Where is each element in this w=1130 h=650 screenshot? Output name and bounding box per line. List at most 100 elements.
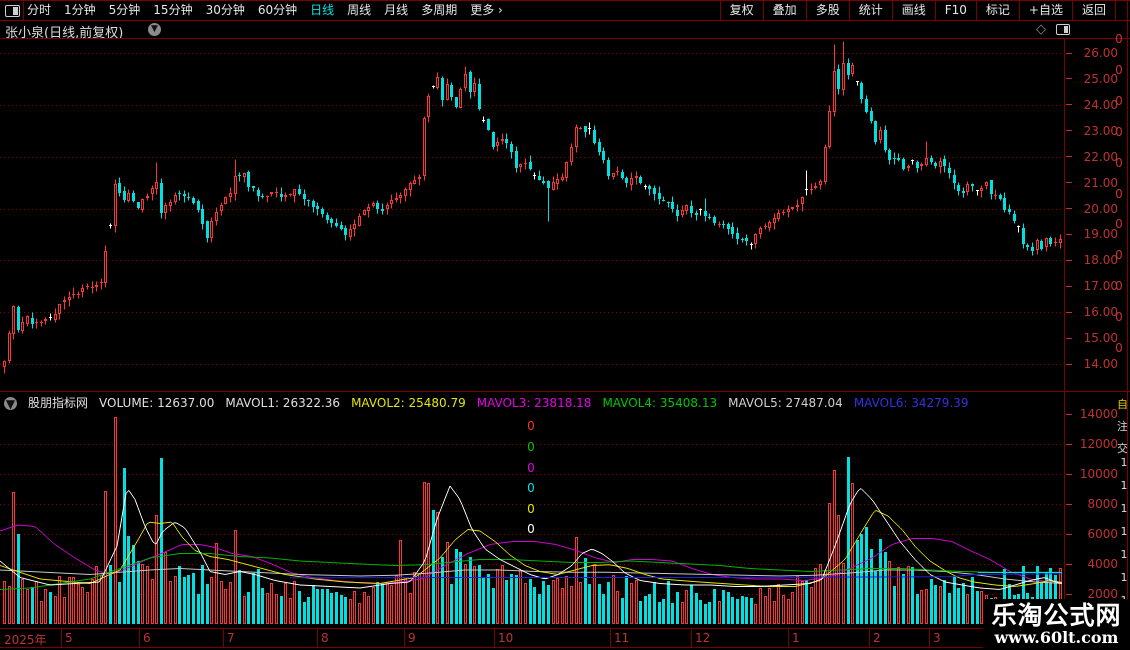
- watermark-site-name: 乐淘公式网: [991, 601, 1122, 630]
- quote-zero: 0: [1115, 94, 1123, 108]
- price-tick-14: 14.00: [1066, 357, 1118, 371]
- month-separator: [869, 629, 870, 647]
- toolbar-item-更多 ›[interactable]: 更多 ›: [470, 3, 503, 17]
- date-axis[interactable]: 2025年 5 6 7 8 9 10 11 12 1 2 3: [0, 629, 1130, 647]
- month-separator: [61, 629, 62, 647]
- volume-tick-12000: 12000: [1066, 437, 1118, 451]
- toolbar-button-多股[interactable]: 多股: [805, 1, 849, 20]
- quote-char: 注: [1117, 420, 1128, 433]
- toolbar-button-F10[interactable]: F10: [934, 1, 976, 20]
- month-separator: [223, 629, 224, 647]
- zero-value: 0: [527, 502, 535, 516]
- quote-zero: 0: [1115, 248, 1123, 262]
- price-tick-20: 20.00: [1066, 202, 1118, 216]
- window-layout-icon[interactable]: [5, 5, 20, 17]
- quote-one: 1: [1120, 479, 1128, 492]
- price-tick-17: 17.00: [1066, 279, 1118, 293]
- month-separator: [139, 629, 140, 647]
- indicator-label-VOLUME: VOLUME: 12637.00: [99, 396, 215, 410]
- quote-one: 1: [1120, 548, 1128, 561]
- toolbar-button-复权[interactable]: 复权: [719, 1, 763, 20]
- chevron-down-icon[interactable]: ▼: [148, 23, 161, 36]
- volume-tick-14000: 14000: [1066, 407, 1118, 421]
- toolbar-item-分时[interactable]: 分时: [27, 3, 52, 17]
- date-axis-top-border: [0, 628, 1130, 629]
- volume-canvas[interactable]: [0, 392, 1064, 628]
- axis-month-10: 10: [498, 631, 514, 645]
- axis-month-8: 8: [321, 631, 329, 645]
- indicator-label-MAVOL3: MAVOL3: 23818.18: [476, 396, 592, 410]
- diamond-icon[interactable]: ◇: [1036, 22, 1046, 37]
- toolbar-button-标记[interactable]: 标记: [975, 1, 1019, 20]
- toolbar-button-叠加[interactable]: 叠加: [762, 1, 806, 20]
- price-tick-24: 24.00: [1066, 98, 1118, 112]
- month-separator: [788, 629, 789, 647]
- quote-zero: 0: [1115, 32, 1123, 46]
- toolbar-item-5分钟[interactable]: 5分钟: [108, 3, 141, 17]
- price-tick-18: 18.00: [1066, 253, 1118, 267]
- price-tick-25: 25.00: [1066, 72, 1118, 86]
- toolbar-bottom-border: [0, 20, 1130, 21]
- price-tick-15: 15.00: [1066, 331, 1118, 345]
- toolbar-left-items: 分时 1分钟 5分钟 15分钟 30分钟 60分钟 日线 周线 月线 多周期 更多 ›: [27, 1, 503, 20]
- zero-value: 0: [527, 461, 535, 475]
- zero-value: 0: [527, 481, 535, 495]
- axis-month-5: 5: [65, 631, 73, 645]
- toolbar-item-周线[interactable]: 周线: [347, 3, 372, 17]
- toolbar-separator: [23, 2, 24, 21]
- watermark-url: www.60lt.com: [994, 628, 1119, 647]
- chevron-down-icon[interactable]: ▼: [4, 397, 17, 411]
- quote-zero: 0: [1115, 310, 1123, 324]
- toolbar-button-统计[interactable]: 统计: [848, 1, 892, 20]
- quote-one: 1: [1120, 571, 1128, 584]
- axis-month-7: 7: [227, 631, 235, 645]
- month-separator: [691, 629, 692, 647]
- toolbar-item-日线[interactable]: 日线: [310, 3, 335, 17]
- quote-one: 1: [1120, 525, 1128, 538]
- date-axis-bottom-border: [0, 647, 1130, 648]
- price-tick-22: 22.00: [1066, 150, 1118, 164]
- toolbar-button-返回[interactable]: 返回: [1071, 1, 1116, 20]
- quote-char: 交: [1117, 442, 1128, 455]
- price-tick-16: 16.00: [1066, 305, 1118, 319]
- quote-one: 1: [1120, 456, 1128, 469]
- main-price-canvas[interactable]: [0, 39, 1064, 391]
- quote-zero: 0: [1115, 279, 1123, 293]
- axis-month-6: 6: [143, 631, 151, 645]
- axis-month-11: 11: [614, 631, 630, 645]
- zero-value: 0: [527, 522, 535, 536]
- watermark: 乐淘公式网 www.60lt.com: [983, 599, 1130, 650]
- zero-value: 0: [527, 440, 535, 454]
- volume-tick-10000: 10000: [1066, 467, 1118, 481]
- toolbar-item-月线[interactable]: 月线: [384, 3, 409, 17]
- indicator-label-MAVOL6: MAVOL6: 34279.39: [853, 396, 969, 410]
- indicator-label-MAVOL4: MAVOL4: 35408.13: [602, 396, 718, 410]
- toolbar-item-15分钟[interactable]: 15分钟: [153, 3, 193, 17]
- quote-zero: 0: [1115, 125, 1123, 139]
- price-tick-23: 23.00: [1066, 124, 1118, 138]
- month-separator: [317, 629, 318, 647]
- toolbar-item-1分钟[interactable]: 1分钟: [64, 3, 96, 17]
- period-toolbar: 分时 1分钟 5分钟 15分钟 30分钟 60分钟 日线 周线 月线 多周期 更多 › 复权 叠加 多股…: [0, 1, 1130, 21]
- page-title: 张小泉(日线,前复权): [5, 26, 124, 41]
- quote-one: 1: [1120, 502, 1128, 515]
- price-tick-21: 21.00: [1066, 176, 1118, 190]
- panel-split-icon[interactable]: [1056, 24, 1070, 35]
- toolbar-item-多周期[interactable]: 多周期: [421, 3, 458, 17]
- pane-divider: [0, 391, 1130, 392]
- toolbar-button-画线[interactable]: 画线: [891, 1, 935, 20]
- volume-tick-8000: 8000: [1066, 497, 1118, 511]
- toolbar-item-30分钟[interactable]: 30分钟: [205, 3, 245, 17]
- axis-month-2: 2: [873, 631, 881, 645]
- plot-right-border: [1064, 39, 1065, 647]
- quote-zero: 0: [1115, 187, 1123, 201]
- volume-tick-2000: 2000: [1066, 587, 1118, 601]
- toolbar-item-60分钟[interactable]: 60分钟: [257, 3, 298, 17]
- month-separator: [494, 629, 495, 647]
- volume-tick-4000: 4000: [1066, 557, 1118, 571]
- volume-indicator-header: ▼ 股朋指标网 VOLUME: 12637.00 MAVOL1: 26322.36 M…: [4, 396, 969, 411]
- toolbar-button-+自选[interactable]: +自选: [1018, 1, 1072, 20]
- axis-month-1: 1: [792, 631, 800, 645]
- axis-year-label: 2025年: [4, 633, 47, 647]
